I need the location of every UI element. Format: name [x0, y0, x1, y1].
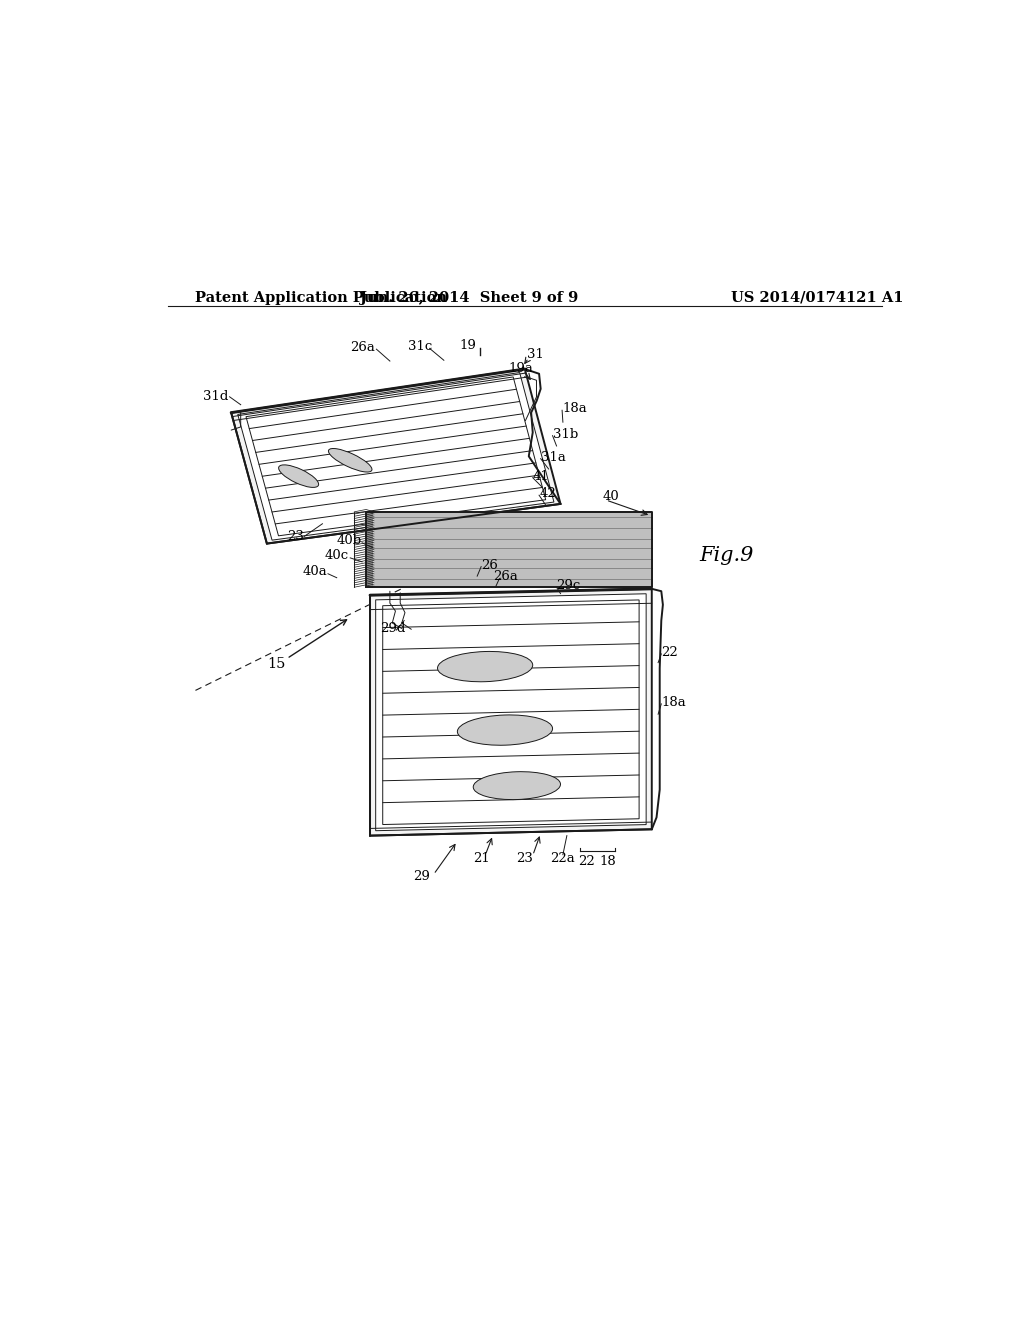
Text: 40c: 40c: [325, 549, 349, 562]
Text: 19: 19: [459, 339, 476, 351]
Text: Jun. 26, 2014  Sheet 9 of 9: Jun. 26, 2014 Sheet 9 of 9: [360, 290, 579, 305]
Text: 40: 40: [602, 490, 620, 503]
Text: 19a: 19a: [509, 362, 534, 375]
Text: 18: 18: [599, 854, 615, 867]
Ellipse shape: [329, 449, 372, 473]
Polygon shape: [367, 512, 652, 587]
Text: Fig.9: Fig.9: [699, 546, 754, 565]
Text: 31b: 31b: [553, 428, 578, 441]
Text: 31c: 31c: [408, 341, 432, 354]
Text: 42: 42: [539, 487, 556, 500]
Text: 29d: 29d: [380, 622, 406, 635]
Text: 22: 22: [662, 645, 678, 659]
Text: 23: 23: [516, 853, 534, 865]
Ellipse shape: [473, 772, 560, 800]
Text: 26a: 26a: [349, 341, 375, 354]
Text: Patent Application Publication: Patent Application Publication: [196, 290, 447, 305]
Ellipse shape: [279, 465, 318, 487]
Text: 18a: 18a: [662, 696, 686, 709]
Text: 26: 26: [481, 558, 498, 572]
Text: 41: 41: [532, 470, 550, 483]
Polygon shape: [383, 599, 639, 825]
Ellipse shape: [458, 715, 553, 746]
Text: 31: 31: [527, 348, 544, 362]
Text: 23: 23: [287, 529, 303, 543]
Polygon shape: [238, 372, 554, 540]
Text: US 2014/0174121 A1: US 2014/0174121 A1: [731, 290, 903, 305]
Text: 15: 15: [267, 657, 286, 671]
Text: 31d: 31d: [204, 391, 228, 404]
Text: 22a: 22a: [551, 853, 575, 865]
Text: 18a: 18a: [563, 403, 588, 416]
Text: 26a: 26a: [494, 570, 518, 583]
Text: 22: 22: [579, 854, 595, 867]
Polygon shape: [376, 594, 646, 830]
Text: 40b: 40b: [337, 533, 361, 546]
Text: 21: 21: [473, 853, 489, 865]
Polygon shape: [246, 378, 546, 536]
Text: 29: 29: [414, 870, 430, 883]
Ellipse shape: [437, 652, 532, 681]
Text: 31a: 31a: [541, 450, 565, 463]
Polygon shape: [231, 370, 560, 544]
Text: 40a: 40a: [303, 565, 328, 578]
Polygon shape: [370, 589, 652, 836]
Text: 29c: 29c: [557, 579, 581, 593]
